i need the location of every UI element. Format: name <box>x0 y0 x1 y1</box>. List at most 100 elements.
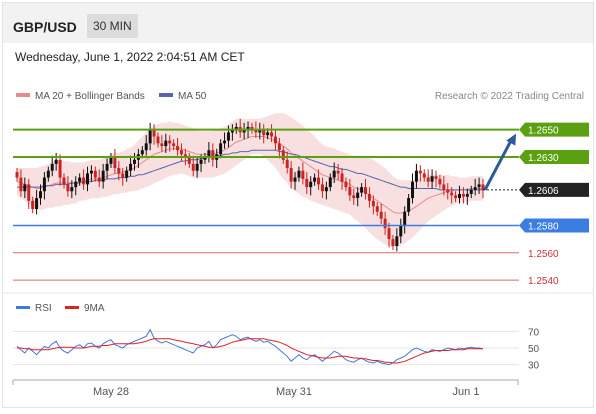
candle-body <box>418 170 422 174</box>
x-tick-label: Jun 1 <box>453 386 480 398</box>
ma20-legend-label: MA 20 + Bollinger Bands <box>35 91 145 102</box>
current-price-tag <box>519 182 589 197</box>
candle-body <box>58 159 62 178</box>
price-label: 1.2650 <box>528 126 559 137</box>
candle-body <box>168 140 172 144</box>
candle-body <box>27 184 31 201</box>
candle <box>85 166 89 192</box>
candle <box>383 211 387 236</box>
candle <box>364 178 368 200</box>
candle-body <box>113 157 117 168</box>
x-tick-label: May 31 <box>276 386 312 398</box>
candle-body <box>140 150 144 155</box>
candle <box>403 206 407 234</box>
candle-body <box>379 211 383 219</box>
candle-body <box>101 170 105 182</box>
candle <box>391 235 395 251</box>
candle <box>262 124 266 144</box>
candle <box>367 187 371 208</box>
candle <box>70 180 74 199</box>
candle <box>219 139 223 159</box>
candle <box>121 167 125 186</box>
candle-body <box>46 170 50 178</box>
candle-body <box>172 143 176 147</box>
price-levels: 1.2650 1.2630 1.2606 1.2580 1.2560 1.2540 <box>13 122 589 287</box>
candle <box>328 173 332 192</box>
price-label: 1.2630 <box>528 153 559 164</box>
price-plot-area <box>15 113 485 252</box>
candle <box>132 152 136 171</box>
candle-body <box>387 228 391 240</box>
candle <box>38 184 42 205</box>
candle-body <box>195 163 199 171</box>
timeframe-badge[interactable]: 30 MIN <box>87 14 138 38</box>
candle-body <box>54 159 58 164</box>
candle <box>360 183 364 197</box>
candle-body <box>454 195 458 199</box>
candle <box>172 139 176 151</box>
candle-body <box>85 173 89 185</box>
candle-body <box>121 173 125 178</box>
candle <box>411 173 415 204</box>
candle <box>458 185 462 204</box>
candle-body <box>281 150 285 160</box>
candle-body <box>403 211 407 226</box>
candle <box>293 172 297 190</box>
candle-body <box>332 170 336 178</box>
candle-body <box>191 163 195 171</box>
candle-body <box>187 157 191 164</box>
candle-body <box>473 187 477 190</box>
candle-body <box>70 187 74 192</box>
candle <box>179 143 183 162</box>
candle <box>113 148 117 174</box>
candle <box>156 132 160 148</box>
candle <box>336 163 340 181</box>
candle <box>58 154 62 186</box>
rsi-plot-area: 70 50 30 <box>13 327 540 372</box>
candle <box>395 228 399 252</box>
ma20-line <box>16 136 483 214</box>
rsi-tick-label: 30 <box>528 361 540 372</box>
candle <box>31 196 35 214</box>
candle <box>313 173 317 186</box>
candle <box>473 178 477 196</box>
candle-body <box>313 177 317 182</box>
candle <box>340 167 344 190</box>
candle <box>125 166 129 182</box>
candle <box>97 169 101 188</box>
candle-body <box>461 193 465 197</box>
candle-body <box>89 170 93 174</box>
ma50-legend-swatch <box>159 93 173 97</box>
candle-body <box>258 129 262 133</box>
candle-body <box>426 177 430 182</box>
candle <box>23 177 27 199</box>
candle <box>407 193 411 216</box>
candle-body <box>477 184 481 188</box>
candle <box>176 137 180 156</box>
candle-body <box>38 191 42 199</box>
candle <box>203 152 207 164</box>
candle-body <box>391 239 395 246</box>
candle <box>195 157 199 178</box>
candle <box>144 135 148 156</box>
candle <box>270 124 274 142</box>
candle-body <box>66 184 70 192</box>
candle-body <box>481 184 485 190</box>
candle-body <box>399 225 403 237</box>
candle-body <box>336 170 340 174</box>
candle-body <box>317 177 321 185</box>
bollinger-band <box>17 113 483 248</box>
candle-body <box>301 170 305 179</box>
candle-body <box>434 176 438 179</box>
rsi-ma-legend-label: 9MA <box>84 303 105 314</box>
candle <box>46 166 50 182</box>
price-label: 1.2540 <box>528 276 559 287</box>
candle-body <box>262 129 266 136</box>
candle <box>305 172 309 194</box>
candle <box>93 166 97 182</box>
candle <box>160 135 164 152</box>
candle-body <box>42 177 46 192</box>
candle <box>50 155 54 177</box>
rsi-tick-label: 50 <box>528 344 540 355</box>
candle-body <box>160 143 164 147</box>
